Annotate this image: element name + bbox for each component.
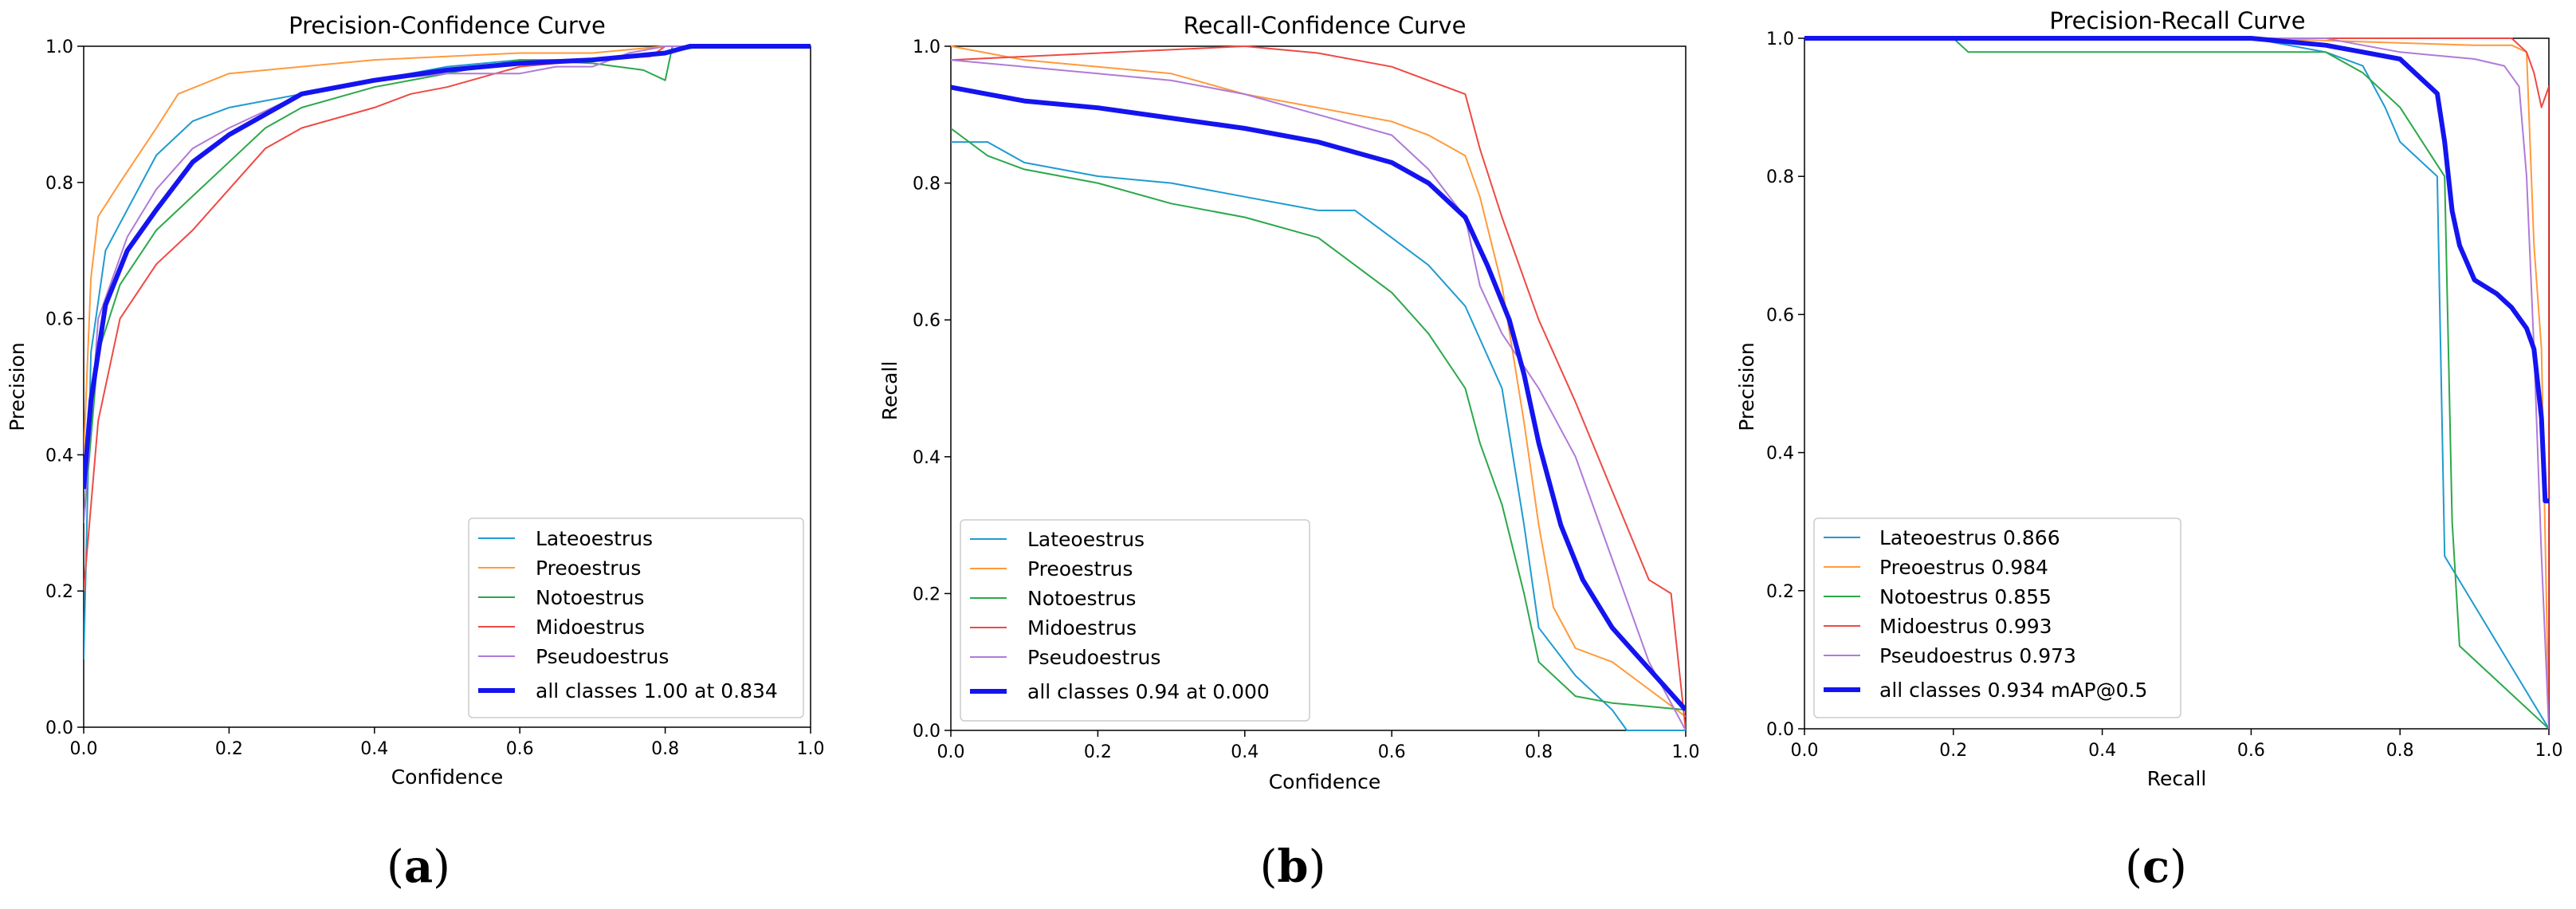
- x-axis-label: Confidence: [391, 765, 504, 789]
- x-axis-label: Recall: [2147, 767, 2207, 790]
- series-line-all: [1804, 36, 2549, 504]
- y-tick-label: 0.4: [913, 448, 940, 468]
- legend-label: Notoestrus: [1027, 587, 1136, 610]
- x-tick-label: 0.2: [215, 739, 243, 759]
- series-line-pseudoestrus: [951, 59, 1686, 731]
- x-tick-label: 0.6: [2237, 741, 2265, 761]
- legend: Lateoestrus Preoestrus Notoestrus Midoes…: [468, 517, 804, 718]
- y-tick-label: 0.0: [913, 722, 940, 742]
- legend-label: all classes 0.94 at 0.000: [1027, 680, 1270, 703]
- y-tick-label: 0.0: [1766, 720, 1794, 740]
- legend-box: [1813, 517, 2181, 718]
- legend-label: Midoestrus 0.993: [1879, 615, 2052, 638]
- series-line-preoestrus: [951, 45, 1686, 718]
- panel-b: Recall-Confidence Curve 0.0 0.2 0.4 0.6 0.8 1…: [878, 12, 1700, 893]
- legend-label: Pseudoestrus: [536, 645, 669, 668]
- x-tick-label: 0.6: [1378, 742, 1406, 762]
- x-tick-label: 0.4: [1231, 742, 1259, 762]
- legend-label: Midoestrus: [1027, 616, 1137, 639]
- legend-label: Preoestrus 0.984: [1879, 556, 2048, 579]
- legend-label: all classes 1.00 at 0.834: [536, 679, 778, 702]
- x-tick-label: 0.8: [1525, 742, 1553, 762]
- y-tick-label: 0.8: [45, 174, 73, 194]
- x-axis-label: Confidence: [1269, 770, 1381, 793]
- y-axis-label: Precision: [1735, 342, 1758, 431]
- series-line-preoestrus: [84, 45, 811, 455]
- legend-label: Pseudoestrus 0.973: [1879, 644, 2076, 667]
- panel-c: Precision-Recall Curve 0.0 0.2 0.4 0.6 0.8 1.…: [1735, 7, 2563, 893]
- x-tick-label: 0.0: [1791, 741, 1819, 761]
- series-line-notoestrus: [1804, 37, 2549, 730]
- x-tick-label: 0.2: [1084, 742, 1112, 762]
- chart-title: Precision-Recall Curve: [2049, 7, 2305, 34]
- caption-letter: b: [1277, 840, 1308, 893]
- series-line-lateoestrus: [951, 141, 1686, 731]
- x-tick-label: 0.0: [937, 742, 965, 762]
- y-tick-label: 0.4: [45, 446, 73, 466]
- y-tick-label: 1.0: [45, 37, 73, 57]
- panel-caption: (a): [387, 840, 450, 893]
- legend-box: [468, 517, 804, 718]
- x-tick-label: 0.8: [651, 739, 679, 759]
- x-tick-label: 0.0: [70, 739, 98, 759]
- series-line-lateoestrus: [1804, 37, 2549, 730]
- caption-letter: a: [404, 840, 433, 893]
- x-tick-label: 1.0: [1672, 742, 1700, 762]
- x-tick-label: 0.4: [2088, 741, 2116, 761]
- series-line-all: [84, 44, 811, 490]
- chart-title: Recall-Confidence Curve: [1184, 12, 1467, 39]
- legend-label: Preoestrus: [536, 557, 641, 580]
- y-tick-label: 0.8: [1766, 167, 1794, 187]
- y-axis-label: Recall: [878, 361, 901, 421]
- legend-label: Midoestrus: [536, 616, 645, 639]
- legend: Lateoestrus Preoestrus Notoestrus Midoes…: [960, 519, 1310, 722]
- legend-label: Pseudoestrus: [1027, 646, 1160, 669]
- x-tick-label: 1.0: [797, 739, 825, 759]
- x-tick-label: 0.8: [2386, 741, 2414, 761]
- caption-letter: c: [2142, 840, 2170, 893]
- legend-label: Lateoestrus 0.866: [1879, 526, 2060, 549]
- x-tick-label: 1.0: [2535, 741, 2563, 761]
- legend-label: all classes 0.934 mAP@0.5: [1879, 679, 2147, 702]
- series-line-midoestrus: [1804, 37, 2549, 729]
- y-tick-label: 0.2: [913, 584, 940, 604]
- legend-label: Lateoestrus: [1027, 528, 1145, 551]
- legend-label: Lateoestrus: [536, 527, 653, 550]
- series-line-pseudoestrus: [1804, 37, 2549, 730]
- legend: Lateoestrus 0.866 Preoestrus 0.984 Notoe…: [1813, 517, 2181, 718]
- legend-box: [960, 519, 1310, 722]
- legend-label: Notoestrus: [536, 586, 644, 609]
- x-tick-label: 0.2: [1939, 741, 1967, 761]
- y-tick-label: 0.0: [45, 718, 73, 738]
- y-tick-label: 0.6: [913, 311, 940, 331]
- series-line-all: [951, 85, 1686, 712]
- y-tick-label: 1.0: [913, 37, 940, 57]
- y-tick-label: 0.2: [1766, 582, 1794, 602]
- y-tick-label: 1.0: [1766, 30, 1794, 49]
- series-line-notoestrus: [84, 45, 811, 523]
- y-tick-label: 0.4: [1766, 444, 1794, 464]
- x-tick-label: 0.4: [360, 739, 388, 759]
- series-line-midoestrus: [951, 45, 1686, 731]
- x-tick-label: 0.6: [506, 739, 534, 759]
- y-tick-label: 0.6: [1766, 305, 1794, 325]
- panel-caption: (b): [1260, 840, 1326, 893]
- y-tick-label: 0.6: [45, 310, 73, 330]
- y-tick-label: 0.8: [913, 175, 940, 195]
- panel-caption: (c): [2125, 840, 2187, 893]
- y-axis-label: Precision: [6, 342, 29, 431]
- panel-a: Precision-Confidence Curve 0.0 0.2 0.4 0.6 0…: [6, 12, 825, 893]
- legend-label: Notoestrus 0.855: [1879, 585, 2052, 608]
- chart-title: Precision-Confidence Curve: [289, 12, 606, 39]
- series-line-notoestrus: [951, 128, 1686, 711]
- y-tick-label: 0.2: [45, 582, 73, 602]
- legend-label: Preoestrus: [1027, 557, 1133, 580]
